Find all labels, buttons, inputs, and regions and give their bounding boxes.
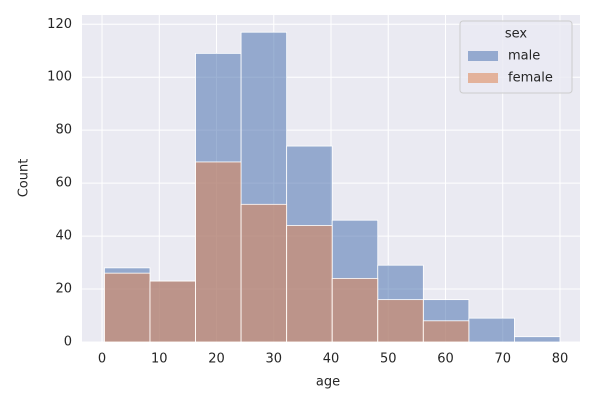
x-tick-label: 40 xyxy=(323,352,340,367)
bar xyxy=(422,320,470,343)
x-tick-label: 50 xyxy=(380,352,397,367)
x-tick-label: 10 xyxy=(151,352,168,367)
legend-title: sex xyxy=(505,27,528,42)
y-tick-label: 100 xyxy=(47,70,72,85)
bar xyxy=(195,161,242,343)
y-axis-label: Count xyxy=(17,159,32,198)
x-axis-label: age xyxy=(316,375,340,390)
bar xyxy=(468,317,515,343)
y-tick-label: 0 xyxy=(64,335,72,350)
y-tick-label: 20 xyxy=(55,282,72,297)
bar xyxy=(331,278,379,343)
legend-swatch xyxy=(468,51,498,61)
legend-label: female xyxy=(508,71,553,86)
x-tick-label: 70 xyxy=(494,352,511,367)
x-tick-label: 80 xyxy=(552,352,569,367)
y-tick-label: 40 xyxy=(55,229,72,244)
bar xyxy=(514,336,561,343)
bar xyxy=(377,299,424,343)
x-tick-label: 30 xyxy=(265,352,282,367)
bar xyxy=(240,203,288,343)
bar xyxy=(104,272,151,343)
x-tick-label: 0 xyxy=(98,352,106,367)
y-tick-label: 60 xyxy=(55,176,72,191)
x-tick-label: 60 xyxy=(437,352,454,367)
x-tick-label: 20 xyxy=(208,352,225,367)
legend-swatch xyxy=(468,73,498,83)
bar xyxy=(149,280,196,343)
y-tick-label: 80 xyxy=(55,123,72,138)
y-tick-label: 120 xyxy=(47,17,72,32)
legend-label: male xyxy=(508,49,540,64)
bar xyxy=(286,225,333,343)
